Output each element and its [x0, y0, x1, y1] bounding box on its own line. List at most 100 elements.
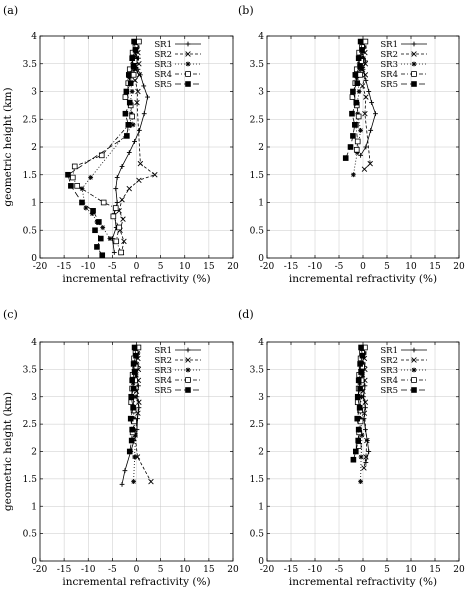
- legend-label: SR2: [154, 50, 172, 60]
- x-tick-label: 10: [179, 262, 191, 272]
- legend-label: SR4: [380, 376, 398, 386]
- legend-item: SR4: [380, 376, 427, 386]
- data-point: [355, 55, 362, 61]
- x-tick-label: -5: [335, 262, 344, 272]
- x-tick-label: 15: [203, 565, 215, 575]
- data-point: [112, 205, 119, 211]
- y-tick-label: 0.5: [23, 530, 38, 540]
- data-point: [361, 465, 367, 471]
- x-tick-label: -10: [81, 262, 96, 272]
- x-tick-label: 5: [384, 565, 390, 575]
- data-point: [83, 205, 89, 211]
- data-point: [126, 185, 132, 192]
- data-point: [135, 88, 141, 95]
- data-point: [131, 479, 137, 485]
- panel-c: (c) -20 -15 -10 -5 0 5 10 15 20 0 0.5 1 1.5 2 2.5 3 3.5 4 i…: [2, 308, 239, 588]
- data-point: [126, 99, 133, 106]
- y-tick-label: 3: [31, 393, 37, 403]
- panel-label: (a): [3, 4, 18, 17]
- data-point: [125, 72, 132, 78]
- y-tick-label: 2.5: [23, 115, 38, 125]
- legend-item: SR2: [380, 50, 427, 60]
- data-point: [130, 404, 136, 411]
- legend-marker: [411, 367, 417, 373]
- y-tick-label: 3: [258, 393, 264, 403]
- data-point: [92, 227, 98, 234]
- x-tick-label: -10: [308, 262, 323, 272]
- x-tick-label: 0: [360, 565, 366, 575]
- y-tick-label: 3: [31, 88, 37, 98]
- y-tick-label: 0.5: [23, 226, 38, 236]
- data-point: [352, 72, 359, 78]
- y-tick-label: 0: [31, 254, 37, 264]
- legend-label: SR4: [154, 376, 172, 386]
- x-tick-label: -20: [260, 262, 275, 272]
- x-tick-label: 10: [405, 262, 417, 272]
- data-point: [354, 399, 361, 406]
- legend-label: SR4: [154, 70, 172, 80]
- legend-marker: [185, 71, 191, 77]
- x-tick-label: 20: [453, 262, 465, 272]
- data-point: [122, 468, 128, 474]
- legend-label: SR1: [380, 40, 398, 50]
- data-point: [136, 72, 143, 78]
- data-point: [122, 94, 129, 100]
- legend-marker: [185, 367, 191, 373]
- legend-label: SR3: [380, 366, 398, 376]
- x-tick-label: 0: [134, 262, 140, 272]
- legend-marker: [411, 51, 417, 57]
- legend-label: SR1: [154, 346, 172, 356]
- legend-marker: [411, 41, 417, 47]
- data-point: [126, 448, 133, 455]
- legend-marker: [411, 347, 417, 353]
- x-tick-label: 0: [134, 565, 140, 575]
- y-tick-label: 1: [258, 502, 264, 512]
- y-tick-label: 2: [31, 448, 37, 458]
- panel-label: (c): [3, 308, 18, 321]
- x-axis-label: incremental refractivity (%): [289, 273, 437, 285]
- data-point: [355, 377, 362, 384]
- data-point: [368, 127, 374, 133]
- data-point: [127, 80, 134, 86]
- y-tick-label: 3: [258, 88, 264, 98]
- y-tick-label: 3.5: [250, 365, 265, 375]
- y-tick-label: 3.5: [250, 60, 265, 70]
- legend-label: SR2: [380, 50, 398, 60]
- data-point: [70, 174, 76, 181]
- y-tick-label: 0.5: [250, 530, 265, 540]
- data-point: [121, 238, 127, 245]
- data-point: [352, 448, 359, 455]
- data-point: [130, 385, 137, 392]
- data-point: [363, 427, 368, 432]
- x-axis-label: incremental refractivity (%): [289, 576, 437, 588]
- data-point: [90, 208, 96, 214]
- y-tick-label: 1: [31, 199, 37, 209]
- y-tick-label: 4: [258, 32, 264, 42]
- y-tick-label: 2.5: [250, 420, 265, 430]
- legend-item: SR4: [154, 376, 201, 386]
- x-tick-label: 5: [384, 262, 390, 272]
- data-point: [352, 122, 358, 128]
- data-point: [363, 460, 369, 465]
- legend-marker: [185, 81, 191, 87]
- y-tick-label: 1: [258, 199, 264, 209]
- data-point: [363, 78, 369, 83]
- data-point: [68, 183, 74, 189]
- legend-label: SR3: [154, 366, 172, 376]
- data-point: [362, 72, 369, 78]
- data-point: [354, 80, 361, 86]
- data-point: [350, 133, 356, 139]
- data-point: [358, 369, 364, 375]
- legend-label: SR3: [380, 60, 398, 70]
- data-point: [100, 199, 107, 206]
- data-point: [132, 454, 137, 460]
- data-point: [119, 197, 125, 203]
- data-point: [128, 399, 134, 406]
- data-point: [107, 236, 113, 241]
- legend-item: SR5: [154, 80, 201, 90]
- legend-item: SR2: [380, 356, 427, 366]
- data-point: [74, 183, 80, 189]
- data-point: [349, 110, 355, 117]
- data-point: [357, 385, 363, 392]
